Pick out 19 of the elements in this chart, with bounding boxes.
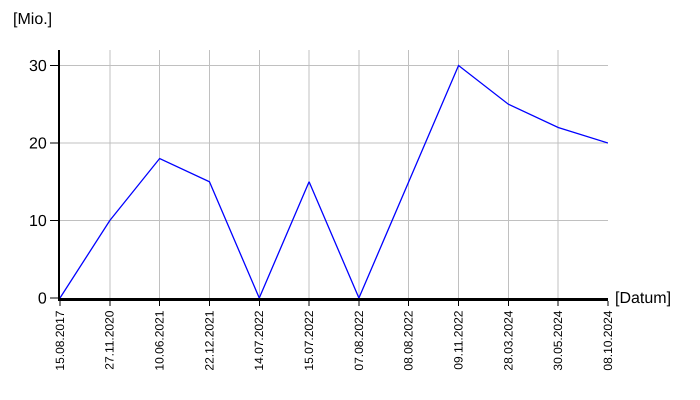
x-tick-label: 30.05.2024 [551,310,566,371]
line-series [60,64,608,298]
y-tick-label: 0 [38,290,47,308]
x-tick-label: 09.11.2022 [451,310,466,370]
x-tick-label: 08.10.2024 [600,310,615,371]
x-tick-label: 28.03.2024 [501,310,516,371]
x-tick-label: 15.07.2022 [302,310,316,371]
y-axis-title: [Mio.] [13,11,52,28]
x-tick-label: 15.08.2017 [52,310,67,371]
x-axis-title: [Datum] [615,290,672,307]
y-tick-label: 20 [29,136,47,153]
y-tick-label: 30 [29,58,47,76]
y-tick-label: 10 [29,213,47,230]
x-tick-label: 27.11.2020 [102,310,117,370]
x-tick-label: 08.08.2022 [402,310,416,371]
x-tick-label: 22.12.2021 [202,310,216,371]
x-tick-label: 07.08.2022 [352,310,366,371]
x-tick-label: 10.06.2021 [152,310,167,371]
x-tick-label: 14.07.2022 [252,310,266,371]
